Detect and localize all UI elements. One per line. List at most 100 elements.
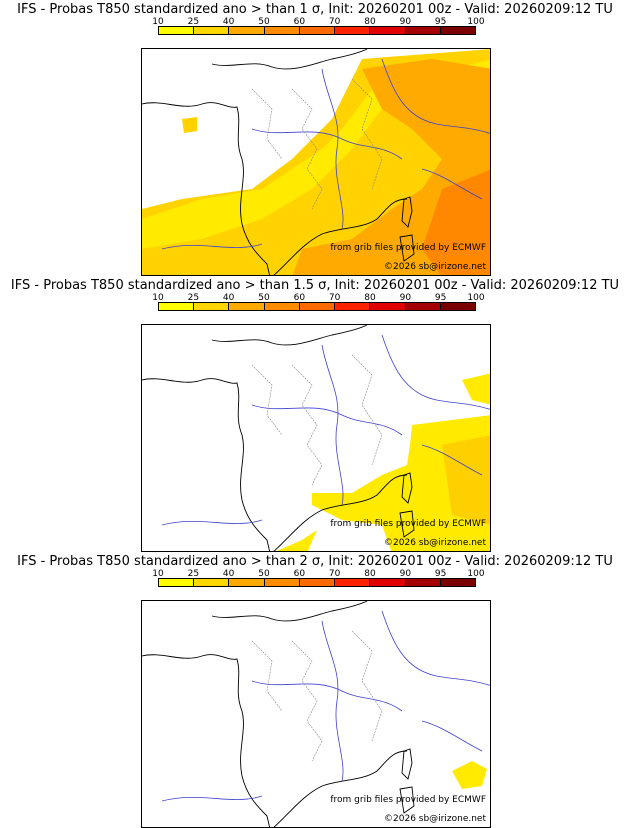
- scale-tick-label: 90: [399, 569, 412, 579]
- prob-area-dark-orange: [422, 169, 490, 275]
- scale-swatch: [405, 303, 441, 310]
- border: [351, 630, 383, 742]
- river: [421, 720, 483, 752]
- map-graphic: [142, 325, 490, 551]
- sardinia: [399, 786, 415, 814]
- river: [161, 795, 263, 802]
- scale-tick-label: 70: [328, 17, 341, 27]
- border: [351, 354, 383, 466]
- sardinia: [399, 234, 415, 262]
- scale-swatch: [159, 303, 195, 310]
- scale-tick-label: 50: [258, 17, 270, 27]
- map-graphic: [142, 49, 490, 275]
- scale-swatch: [299, 303, 336, 310]
- scale-swatch: [405, 579, 441, 586]
- prob-area-small: [182, 117, 197, 133]
- map-panel-1-sigma: IFS - Probas T850 standardized ano > tha…: [0, 0, 630, 276]
- scale-tick-label: 70: [328, 569, 341, 579]
- scale-tick-label: 10: [152, 293, 164, 303]
- scale-tick-label: 100: [467, 293, 485, 303]
- scale-tick-label: 10: [152, 17, 164, 27]
- river: [321, 344, 344, 506]
- border: [251, 640, 283, 712]
- scale-ticks: 10 25 40 50 60 70 80 90 95 100: [148, 17, 488, 27]
- river: [381, 610, 490, 686]
- scale-swatch: [194, 27, 230, 34]
- scale-tick-label: 25: [187, 569, 200, 579]
- scale-swatch: [370, 303, 406, 310]
- coastline-med: [273, 474, 408, 551]
- scale-swatch: [405, 27, 441, 34]
- scale-tick-label: 40: [222, 17, 235, 27]
- panel-title: IFS - Probas T850 standardized ano > tha…: [10, 278, 620, 293]
- corsica: [401, 748, 413, 780]
- scale-tick-label: 80: [364, 293, 376, 303]
- scale-tick-label: 95: [434, 17, 447, 27]
- probability-map: from grib files provided by ECMWF ©2026 …: [141, 600, 491, 828]
- scale-swatch: [229, 27, 265, 34]
- probability-map: from grib files provided by ECMWF ©2026 …: [141, 48, 491, 276]
- coastline: [142, 654, 271, 827]
- river: [381, 58, 490, 134]
- coastline: [142, 102, 271, 275]
- scale-swatch: [229, 579, 265, 586]
- scale-swatch: [299, 579, 336, 586]
- scale-tick-label: 25: [187, 293, 200, 303]
- credit-source: from grib files provided by ECMWF: [330, 795, 486, 805]
- probability-color-scale: [158, 26, 476, 35]
- scale-swatch: [264, 27, 300, 34]
- probability-color-scale: [158, 578, 476, 587]
- border: [351, 78, 383, 190]
- prob-area-lowest: [142, 59, 490, 249]
- scale-tick-label: 80: [364, 569, 376, 579]
- coastline-north: [211, 601, 368, 622]
- border: [251, 88, 283, 160]
- coastline-north: [211, 325, 368, 346]
- scale-swatch: [264, 303, 300, 310]
- scale-tick-label: 25: [187, 17, 200, 27]
- probability-map: from grib files provided by ECMWF ©2026 …: [141, 324, 491, 552]
- scale-tick-label: 100: [467, 569, 485, 579]
- scale-swatch: [159, 579, 195, 586]
- river: [161, 243, 263, 250]
- credit-source: from grib files provided by ECMWF: [330, 519, 486, 529]
- coastline-med: [273, 750, 408, 827]
- prob-area-southwest: [276, 530, 317, 551]
- panel-title: IFS - Probas T850 standardized ano > tha…: [17, 2, 613, 17]
- river: [421, 168, 483, 200]
- border: [291, 640, 323, 762]
- scale-ticks: 10 25 40 50 60 70 80 90 95 100: [148, 569, 488, 579]
- scale-swatch: [159, 27, 195, 34]
- scale-swatch: [229, 303, 265, 310]
- credit-source: from grib files provided by ECMWF: [330, 243, 486, 253]
- border: [291, 364, 323, 486]
- prob-area-east: [442, 435, 490, 525]
- scale-tick-label: 90: [399, 17, 412, 27]
- river: [381, 334, 490, 410]
- scale-swatch: [194, 579, 230, 586]
- scale-swatch: [335, 303, 371, 310]
- border: [291, 88, 323, 210]
- river: [161, 519, 263, 526]
- river: [251, 128, 403, 160]
- river: [421, 444, 483, 476]
- scale-tick-label: 70: [328, 293, 341, 303]
- scale-tick-label: 90: [399, 293, 412, 303]
- coastline: [142, 378, 271, 551]
- scale-tick-label: 50: [258, 293, 270, 303]
- scale-swatch: [370, 27, 406, 34]
- sardinia: [399, 510, 415, 538]
- scale-tick-label: 80: [364, 17, 376, 27]
- scale-tick-label: 95: [434, 293, 447, 303]
- scale-tick-label: 40: [222, 293, 235, 303]
- prob-area-southeast: [452, 761, 487, 789]
- credit-copyright: ©2026 sb@irizone.net: [384, 262, 486, 272]
- scale-tick-label: 60: [293, 17, 306, 27]
- panel-title: IFS - Probas T850 standardized ano > tha…: [17, 554, 613, 569]
- scale-swatch: [370, 579, 406, 586]
- map-panel-1-5-sigma: IFS - Probas T850 standardized ano > tha…: [0, 276, 630, 552]
- coastline-med: [273, 198, 408, 275]
- probability-color-scale: [158, 302, 476, 311]
- scale-swatch: [440, 579, 475, 586]
- scale-swatch: [194, 303, 230, 310]
